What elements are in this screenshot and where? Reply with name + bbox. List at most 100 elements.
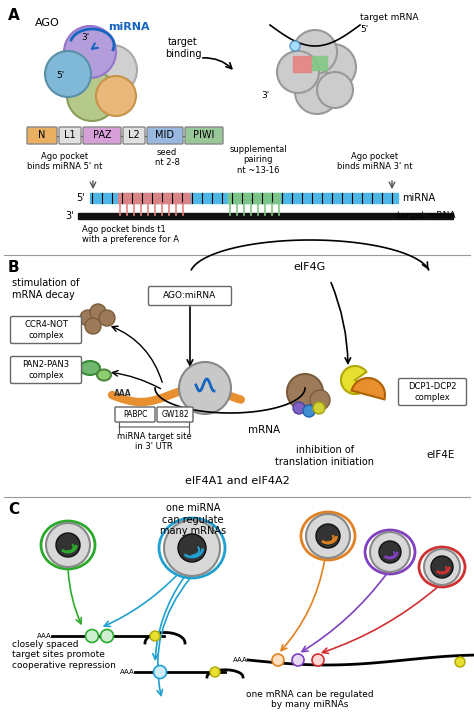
Circle shape xyxy=(290,41,300,51)
Bar xyxy=(293,56,311,72)
Circle shape xyxy=(370,532,410,572)
Text: B: B xyxy=(8,260,19,275)
Text: 5': 5' xyxy=(76,193,85,203)
Text: eIF4A1 and eIF4A2: eIF4A1 and eIF4A2 xyxy=(185,476,289,486)
Circle shape xyxy=(154,665,166,678)
FancyBboxPatch shape xyxy=(157,407,193,422)
Text: AGO: AGO xyxy=(35,18,60,28)
Text: PAN2-PAN3
complex: PAN2-PAN3 complex xyxy=(22,361,70,379)
Circle shape xyxy=(150,631,160,641)
Circle shape xyxy=(292,654,304,666)
Ellipse shape xyxy=(365,530,415,574)
Text: seed
nt 2-8: seed nt 2-8 xyxy=(155,148,180,167)
FancyBboxPatch shape xyxy=(185,127,223,144)
Circle shape xyxy=(56,533,80,557)
Text: 5': 5' xyxy=(56,71,64,81)
Text: 5': 5' xyxy=(360,25,368,34)
Circle shape xyxy=(312,654,324,666)
Circle shape xyxy=(455,657,465,667)
Circle shape xyxy=(277,51,319,93)
Circle shape xyxy=(87,45,137,95)
FancyBboxPatch shape xyxy=(148,286,231,305)
Circle shape xyxy=(46,523,90,567)
Text: PIWI: PIWI xyxy=(193,131,215,140)
FancyBboxPatch shape xyxy=(27,127,57,144)
FancyBboxPatch shape xyxy=(147,127,183,144)
Circle shape xyxy=(310,390,330,410)
Ellipse shape xyxy=(41,521,95,569)
Circle shape xyxy=(85,318,101,334)
Circle shape xyxy=(313,402,325,414)
Text: N: N xyxy=(38,131,46,140)
Text: PABPC: PABPC xyxy=(123,410,147,419)
Text: GW182: GW182 xyxy=(161,410,189,419)
Text: stimulation of
mRNA decay: stimulation of mRNA decay xyxy=(12,278,79,300)
Text: one mRNA can be regulated
by many miRNAs: one mRNA can be regulated by many miRNAs xyxy=(246,690,374,710)
Text: AGO:miRNA: AGO:miRNA xyxy=(164,292,217,300)
Circle shape xyxy=(431,556,453,578)
Text: Ago pocket
binds miRNA 3' nt: Ago pocket binds miRNA 3' nt xyxy=(337,152,413,172)
Circle shape xyxy=(96,76,136,116)
Text: mRNA: mRNA xyxy=(248,425,280,435)
Text: AAA: AAA xyxy=(114,390,132,398)
Circle shape xyxy=(179,362,231,414)
Circle shape xyxy=(64,26,116,78)
Circle shape xyxy=(293,402,305,414)
Text: AAA: AAA xyxy=(120,669,135,675)
Text: miRNA target site
in 3' UTR: miRNA target site in 3' UTR xyxy=(117,432,191,451)
Circle shape xyxy=(295,70,339,114)
FancyBboxPatch shape xyxy=(399,379,466,406)
Circle shape xyxy=(164,520,220,576)
Circle shape xyxy=(178,534,206,562)
Text: target mRNA: target mRNA xyxy=(398,212,456,220)
Wedge shape xyxy=(341,366,368,394)
FancyBboxPatch shape xyxy=(10,356,82,384)
Bar xyxy=(90,193,398,203)
Circle shape xyxy=(90,304,106,320)
Wedge shape xyxy=(352,378,385,399)
Circle shape xyxy=(100,630,113,643)
Bar xyxy=(118,193,190,203)
Circle shape xyxy=(317,72,353,108)
Circle shape xyxy=(287,374,323,410)
Text: inhibition of
translation initiation: inhibition of translation initiation xyxy=(275,445,374,467)
Circle shape xyxy=(316,524,340,548)
FancyBboxPatch shape xyxy=(10,316,82,343)
Bar xyxy=(78,213,453,219)
FancyBboxPatch shape xyxy=(123,127,145,144)
Text: DCP1-DCP2
complex: DCP1-DCP2 complex xyxy=(408,382,456,402)
Text: C: C xyxy=(8,502,19,517)
Circle shape xyxy=(303,405,315,417)
Text: eIF4G: eIF4G xyxy=(294,262,326,272)
Text: A: A xyxy=(8,8,20,23)
Circle shape xyxy=(80,310,96,326)
Text: AAA: AAA xyxy=(37,633,52,639)
Text: 3': 3' xyxy=(81,33,89,42)
Bar xyxy=(312,56,327,70)
Text: target
binding: target binding xyxy=(165,37,201,59)
Circle shape xyxy=(99,310,115,326)
Circle shape xyxy=(210,667,220,677)
Bar xyxy=(228,193,280,203)
Text: MID: MID xyxy=(155,131,174,140)
Ellipse shape xyxy=(301,512,355,560)
Text: 3': 3' xyxy=(65,211,74,221)
Text: target mRNA: target mRNA xyxy=(360,14,419,23)
Circle shape xyxy=(272,654,284,666)
Circle shape xyxy=(424,549,460,585)
Text: L1: L1 xyxy=(64,131,76,140)
Text: Ago pocket binds t1
with a preference for A: Ago pocket binds t1 with a preference fo… xyxy=(82,225,179,244)
Text: Ago pocket
binds miRNA 5' nt: Ago pocket binds miRNA 5' nt xyxy=(27,152,103,172)
Circle shape xyxy=(293,30,337,74)
Circle shape xyxy=(85,630,99,643)
Circle shape xyxy=(45,51,91,97)
Ellipse shape xyxy=(159,518,225,578)
Text: supplemental
pairing
nt ~13-16: supplemental pairing nt ~13-16 xyxy=(229,145,287,174)
Text: miRNA: miRNA xyxy=(108,22,150,32)
FancyBboxPatch shape xyxy=(59,127,81,144)
Circle shape xyxy=(379,541,401,563)
Text: one miRNA
can regulate
many mRNAs: one miRNA can regulate many mRNAs xyxy=(160,503,226,537)
Circle shape xyxy=(310,44,356,90)
Text: eIF4E: eIF4E xyxy=(427,450,455,460)
Circle shape xyxy=(306,514,350,558)
